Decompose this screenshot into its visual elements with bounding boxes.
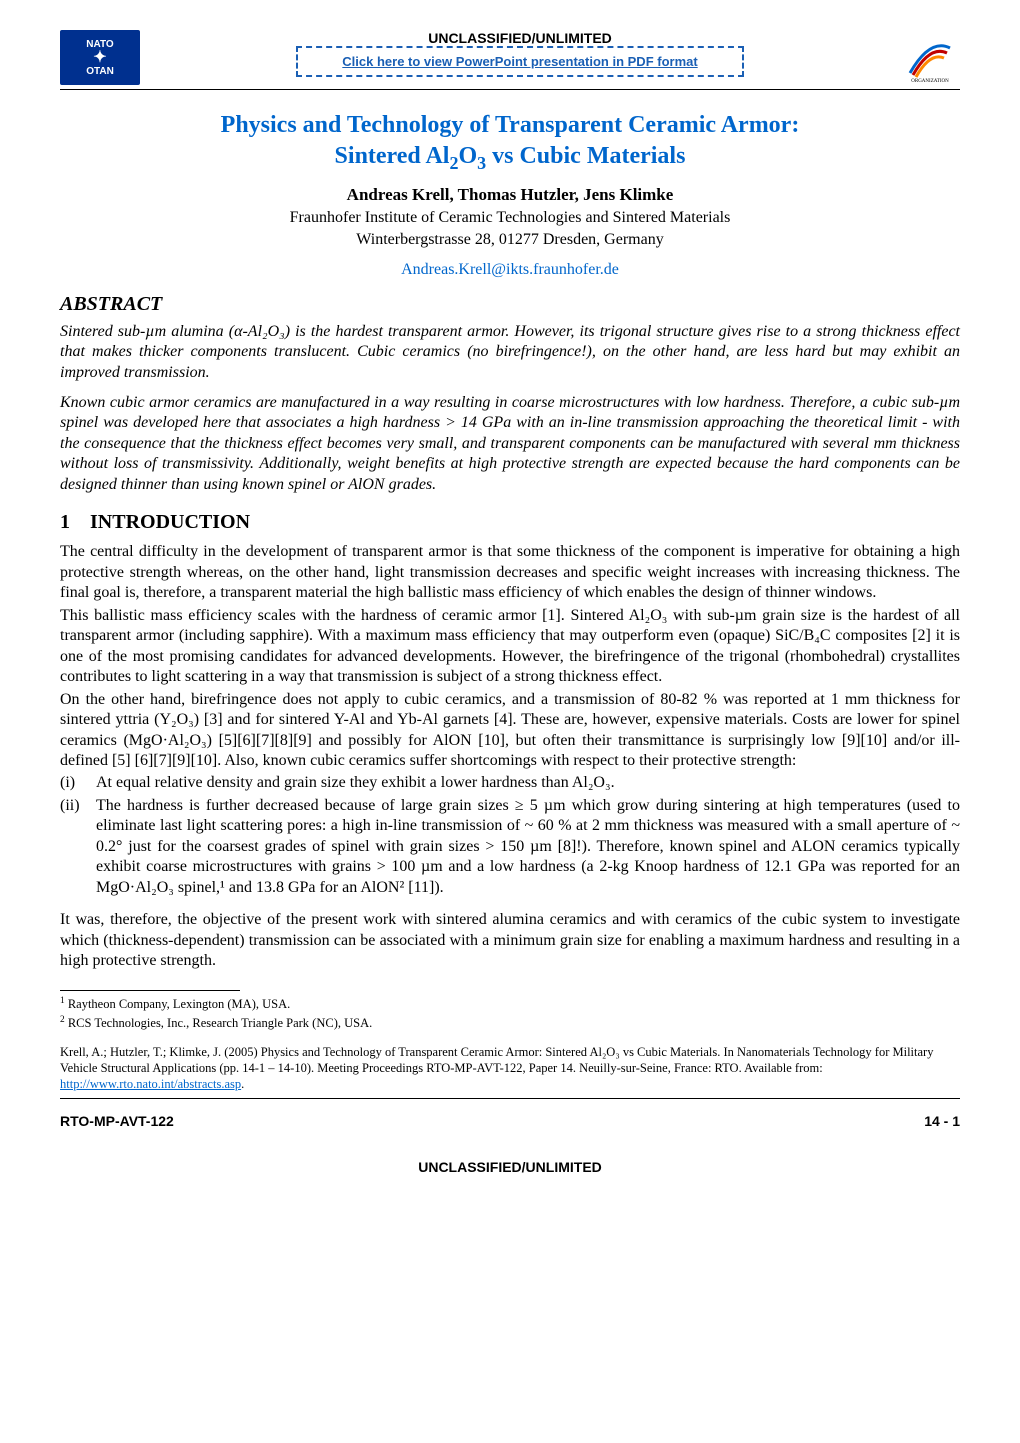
- rto-logo-icon: ORGANIZATION: [900, 30, 960, 85]
- footnote-rule: [60, 990, 240, 991]
- list-text-ii: The hardness is further decreased becaus…: [96, 797, 960, 896]
- title-line2-prefix: Sintered Al: [335, 143, 450, 169]
- header-divider: [60, 89, 960, 90]
- citation-text: Krell, A.; Hutzler, T.; Klimke, J. (2005…: [60, 1045, 933, 1075]
- abstract-para2: Known cubic armor ceramics are manufactu…: [60, 393, 960, 495]
- ppt-link[interactable]: Click here to view PowerPoint presentati…: [296, 46, 744, 77]
- list-item-ii: (ii) The hardness is further decreased b…: [90, 796, 960, 898]
- header-row: NATO ✦ OTAN UNCLASSIFIED/UNLIMITED Click…: [60, 30, 960, 85]
- footer-page-num: 14 - 1: [924, 1113, 960, 1129]
- intro-list: (i) At equal relative density and grain …: [60, 773, 960, 898]
- citation-link[interactable]: http://www.rto.nato.int/abstracts.asp: [60, 1077, 241, 1091]
- footnote-2: 2 RCS Technologies, Inc., Research Trian…: [60, 1014, 960, 1031]
- title-sub2: 3: [477, 153, 486, 173]
- classification-bottom: UNCLASSIFIED/UNLIMITED: [60, 1159, 960, 1175]
- authors: Andreas Krell, Thomas Hutzler, Jens Klim…: [60, 185, 960, 205]
- affiliation-line1: Fraunhofer Institute of Ceramic Technolo…: [60, 207, 960, 229]
- page-container: NATO ✦ OTAN UNCLASSIFIED/UNLIMITED Click…: [0, 0, 1020, 1205]
- header-center: UNCLASSIFIED/UNLIMITED Click here to vie…: [140, 30, 900, 81]
- author-email-link[interactable]: Andreas.Krell@ikts.fraunhofer.de: [401, 261, 619, 278]
- list-marker-ii: (ii): [60, 796, 80, 816]
- paper-title: Physics and Technology of Transparent Ce…: [60, 110, 960, 175]
- intro-para1: The central difficulty in the developmen…: [60, 542, 960, 603]
- title-line2-mid: O: [458, 143, 477, 169]
- intro-para4: It was, therefore, the objective of the …: [60, 910, 960, 971]
- footnote-1: 1 Raytheon Company, Lexington (MA), USA.: [60, 995, 960, 1012]
- intro-para2: This ballistic mass efficiency scales wi…: [60, 606, 960, 688]
- footnote2-text: RCS Technologies, Inc., Research Triangl…: [65, 1016, 373, 1030]
- nato-logo-icon: NATO ✦ OTAN: [60, 30, 140, 85]
- citation-suffix: .: [241, 1077, 244, 1091]
- nato-text-top: NATO: [86, 39, 113, 50]
- footnote1-text: Raytheon Company, Lexington (MA), USA.: [65, 997, 291, 1011]
- affiliation-line2: Winterbergstrasse 28, 01277 Dresden, Ger…: [60, 229, 960, 251]
- footer-divider: [60, 1098, 960, 1099]
- intro-para3: On the other hand, birefringence does no…: [60, 690, 960, 772]
- footer-row: RTO-MP-AVT-122 14 - 1: [60, 1113, 960, 1129]
- citation-block: Krell, A.; Hutzler, T.; Klimke, J. (2005…: [60, 1044, 960, 1093]
- title-line1: Physics and Technology of Transparent Ce…: [221, 112, 800, 138]
- nato-text-bottom: OTAN: [86, 66, 114, 77]
- nato-star-icon: ✦: [93, 50, 106, 66]
- classification-top: UNCLASSIFIED/UNLIMITED: [140, 30, 900, 46]
- abstract-para1: Sintered sub-µm alumina (α-Al₂O₃) is the…: [60, 322, 960, 383]
- section1-heading: 1 INTRODUCTION: [60, 511, 960, 534]
- footer-doc-id: RTO-MP-AVT-122: [60, 1113, 174, 1129]
- title-line2-suffix: vs Cubic Materials: [486, 143, 685, 169]
- abstract-heading: ABSTRACT: [60, 293, 960, 316]
- list-item-i: (i) At equal relative density and grain …: [90, 773, 960, 793]
- rto-org-text: ORGANIZATION: [911, 79, 949, 83]
- list-text-i: At equal relative density and grain size…: [96, 774, 615, 791]
- list-marker-i: (i): [60, 773, 75, 793]
